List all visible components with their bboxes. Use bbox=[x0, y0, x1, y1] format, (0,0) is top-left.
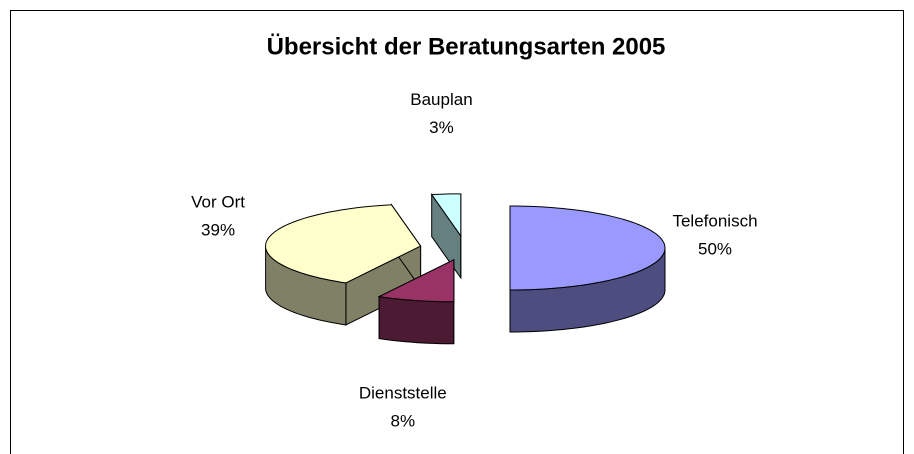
data-label: 3% bbox=[429, 118, 454, 137]
slice-top bbox=[509, 205, 666, 291]
chart-title: Übersicht der Beratungsarten 2005 bbox=[267, 33, 666, 60]
slice-top bbox=[430, 193, 462, 238]
data-label: 39% bbox=[201, 220, 235, 239]
data-label: Vor Ort bbox=[191, 192, 245, 211]
data-label: Dienststelle bbox=[359, 384, 447, 403]
data-label: Bauplan bbox=[410, 90, 472, 109]
pie-slice bbox=[377, 258, 455, 345]
data-label: 8% bbox=[391, 412, 416, 431]
data-label: Telefonisch bbox=[672, 211, 757, 230]
slice-top bbox=[265, 204, 422, 284]
data-label: 50% bbox=[698, 239, 732, 258]
pie-slice bbox=[509, 205, 666, 333]
pie-slice bbox=[265, 203, 422, 326]
pie-slice bbox=[430, 193, 462, 280]
slice-top bbox=[377, 258, 455, 303]
slice-side bbox=[378, 296, 455, 345]
